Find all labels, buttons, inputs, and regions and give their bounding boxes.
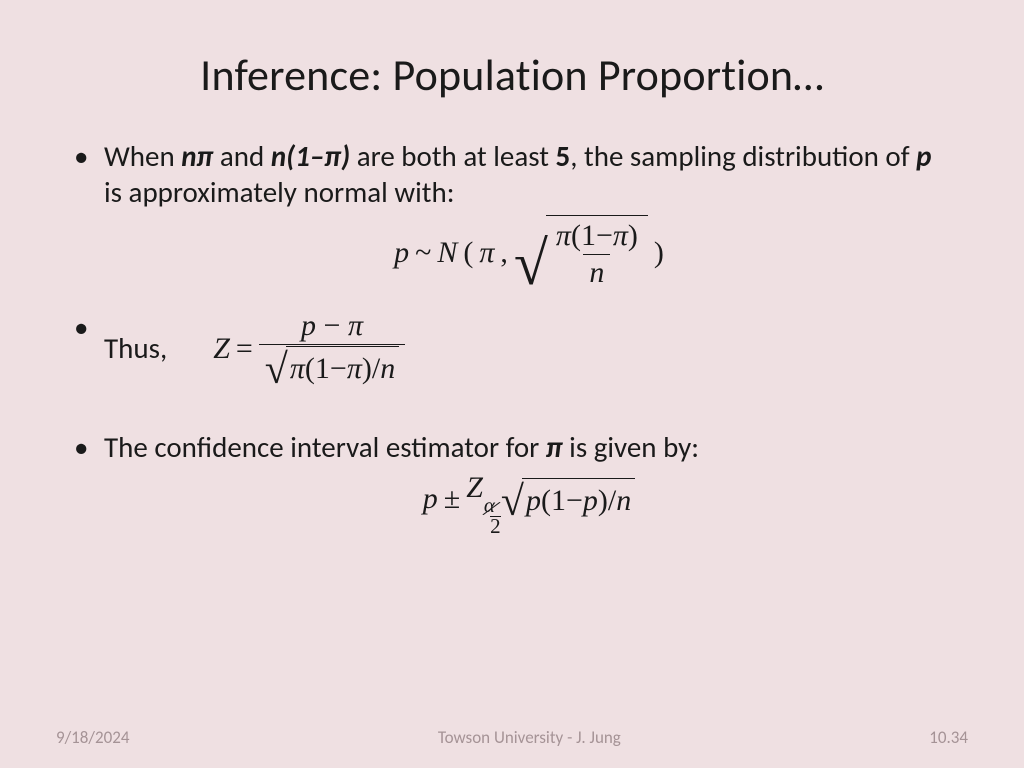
f2-num-minus: − (324, 309, 341, 342)
f1-rp: ) (654, 234, 664, 272)
formula-1-row: p ~ N ( π , √ π(1−π) (104, 215, 954, 291)
f1-lp: ( (463, 234, 473, 272)
f3-rad-p2: p (583, 482, 598, 520)
f1-pi: π (479, 234, 494, 272)
f1-num-one: 1 (581, 219, 596, 252)
f2-num: p − π (295, 309, 369, 345)
formula-2: Z = p − π √ π(1−π)/n (213, 309, 405, 389)
f3-rad-n: n (616, 482, 631, 520)
b3-t1: The confidence interval estimator for (104, 429, 546, 465)
f3-rad-rp: ) (598, 482, 608, 520)
formula-3-row: p ± Zα⁄2 √ p(1−p)/n (104, 469, 954, 529)
f2-eq: = (236, 330, 253, 368)
f2-den-slash: / (372, 352, 380, 387)
f1-num-lp: ( (571, 219, 581, 252)
footer-date: 9/18/2024 (56, 727, 129, 748)
f1-tilde: ~ (415, 234, 431, 272)
radical-icon: √ (265, 349, 288, 391)
b1-t4: n(1–π) (271, 138, 350, 174)
b3-t2: π (546, 429, 563, 465)
f2-den: √ π(1−π)/n (259, 344, 405, 389)
f1-num-minus: − (596, 219, 613, 252)
f2-den-pi: π (290, 352, 305, 387)
footer-center: Towson University - J. Jung (438, 727, 621, 748)
f3-pm: ± (444, 480, 460, 518)
f3-rad-slash: / (608, 482, 616, 520)
footer: 9/18/2024 Towson University - J. Jung 10… (0, 727, 1024, 748)
f3-subfrac: α⁄2 (484, 496, 495, 537)
f2-den-minus: − (330, 352, 347, 387)
b1-t9: is approximately normal with: (104, 174, 454, 210)
bullet-list: When nπ and n(1–π) are both at least 5, … (70, 138, 954, 529)
radical-icon: √ (501, 481, 524, 523)
f1-den: n (583, 254, 610, 291)
f1-sqrt: √ π(1−π) n (514, 215, 648, 291)
f3-two: 2 (490, 516, 501, 537)
f2-num-p: p (301, 309, 316, 342)
bullet-3: The confidence interval estimator for π … (104, 429, 954, 529)
f1-vinc: π(1−π) n (546, 215, 648, 291)
f2-sqrt: √ π(1−π)/n (265, 346, 399, 388)
f2-den-n: n (380, 352, 395, 387)
f3-rad-minus: − (566, 482, 583, 520)
footer-page: 10.34 (929, 727, 968, 748)
slide-content: When nπ and n(1–π) are both at least 5, … (70, 138, 954, 529)
f2-den-pi2: π (347, 352, 362, 387)
f1-den-n: n (589, 256, 604, 289)
f3-vinc: p(1−p)/n (522, 478, 635, 520)
f1-comma: , (500, 234, 508, 272)
b1-t8: p (916, 138, 931, 174)
f2-vinc: π(1−π)/n (286, 346, 399, 388)
f2-Z: Z (213, 330, 230, 368)
b1-t5: are both at least (350, 138, 555, 174)
slide-title: Inference: Population Proportion… (70, 48, 954, 102)
b1-t6: 5 (556, 138, 571, 174)
formula-3: p ± Zα⁄2 √ p(1−p)/n (423, 469, 636, 529)
f3-Zsub: Zα⁄2 (466, 469, 495, 529)
f1-num: π(1−π) (550, 219, 644, 255)
f2-den-rp: ) (362, 352, 372, 387)
bullet-1: When nπ and n(1–π) are both at least 5, … (104, 138, 954, 291)
b3-t3: is given by: (563, 429, 699, 465)
formula-1: p ~ N ( π , √ π(1−π) (394, 215, 664, 291)
f1-p: p (394, 234, 409, 272)
b1-t1: When (104, 138, 181, 174)
f1-N: N (437, 234, 457, 272)
f3-rad-one: 1 (551, 482, 566, 520)
f2-frac: p − π √ π(1−π)/n (259, 309, 405, 389)
f3-rad-p: p (526, 482, 541, 520)
b1-t3: and (213, 138, 270, 174)
f1-frac: π(1−π) n (550, 219, 644, 291)
f1-num-pi: π (556, 219, 571, 252)
b1-t2: nπ (181, 138, 213, 174)
radical-icon: √ (514, 233, 548, 295)
slide: Inference: Population Proportion… When n… (0, 0, 1024, 768)
f3-Z: Z (466, 471, 483, 504)
f2-den-lp: ( (305, 352, 315, 387)
b1-t7: , the sampling distribution of (570, 138, 916, 174)
f3-sqrt: √ p(1−p)/n (501, 478, 635, 520)
f1-num-rp: ) (628, 219, 638, 252)
bullet-2: Thus, Z = p − π √ π(1−π)/n (104, 309, 954, 389)
b2-t1: Thus, (104, 330, 167, 366)
f2-num-pi: π (348, 309, 363, 342)
f3-rad-lp: ( (541, 482, 551, 520)
f1-num-pi2: π (613, 219, 628, 252)
f3-p: p (423, 480, 438, 518)
f2-den-one: 1 (315, 352, 330, 387)
